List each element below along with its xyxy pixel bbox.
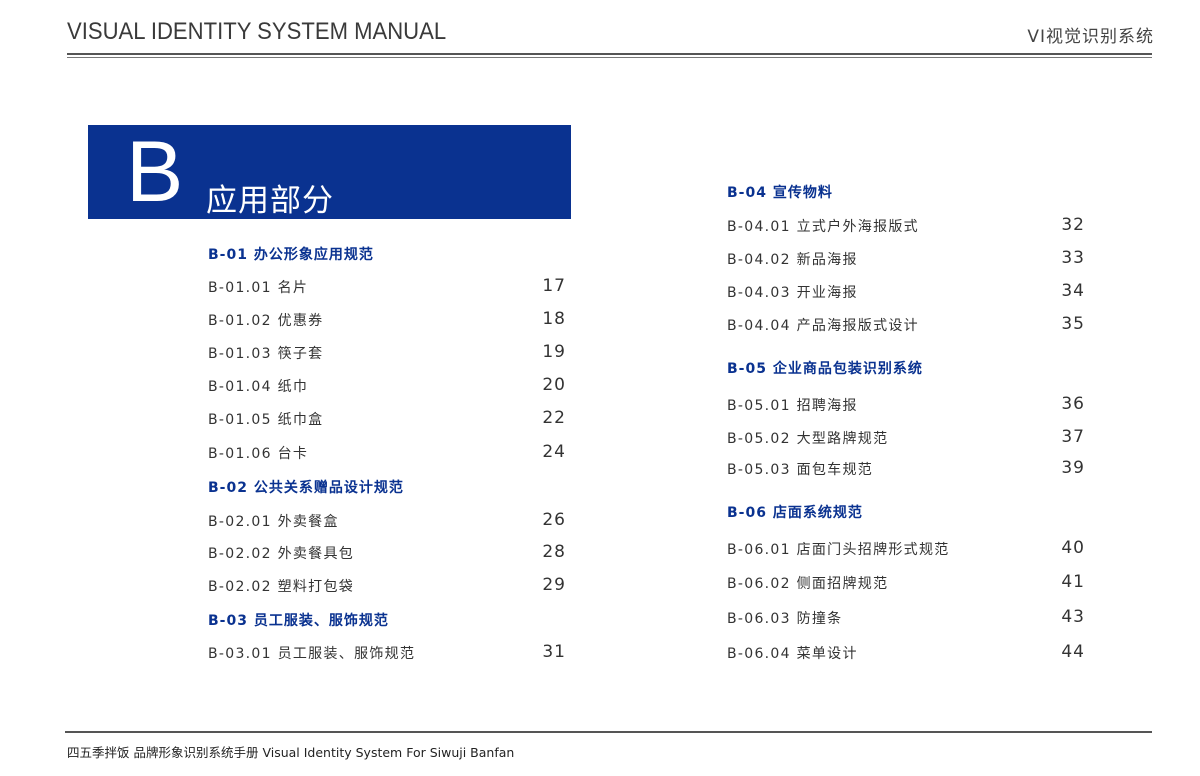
section-banner: B 应用部分 <box>88 125 571 219</box>
toc-item[interactable]: B-04.02 新品海报 <box>727 252 858 268</box>
toc-page-number: 29 <box>542 575 566 595</box>
banner-letter: B <box>126 124 184 220</box>
toc-item[interactable]: B-04.04 产品海报版式设计 <box>727 318 919 334</box>
footer-divider <box>65 731 1152 733</box>
footer-text: 四五季拌饭 品牌形象识别系统手册 Visual Identity System … <box>67 745 515 760</box>
toc-page-number: 32 <box>1061 215 1085 235</box>
toc-page-number: 17 <box>542 276 566 296</box>
toc-page-number: 20 <box>542 375 566 395</box>
section-heading[interactable]: B-06 店面系统规范 <box>727 505 863 521</box>
toc-page-number: 36 <box>1061 394 1085 414</box>
toc-item[interactable]: B-01.01 名片 <box>208 280 309 296</box>
header-right-title: VI视觉识别系统 <box>1027 27 1154 47</box>
header-divider <box>67 53 1152 55</box>
toc-page-number: 40 <box>1061 538 1085 558</box>
section-heading[interactable]: B-02 公共关系赠品设计规范 <box>208 480 404 496</box>
toc-page-number: 22 <box>542 408 566 428</box>
toc-item[interactable]: B-03.01 员工服装、服饰规范 <box>208 646 416 662</box>
toc-item[interactable]: B-05.03 面包车规范 <box>727 462 874 478</box>
toc-item[interactable]: B-01.02 优惠券 <box>208 313 324 329</box>
toc-page-number: 44 <box>1061 642 1085 662</box>
toc-page-number: 34 <box>1061 281 1085 301</box>
header-divider-thin <box>67 57 1152 58</box>
section-heading[interactable]: B-01 办公形象应用规范 <box>208 247 374 263</box>
toc-item[interactable]: B-06.04 菜单设计 <box>727 646 858 662</box>
toc-item[interactable]: B-04.01 立式户外海报版式 <box>727 219 919 235</box>
toc-item[interactable]: B-01.06 台卡 <box>208 446 309 462</box>
toc-page-number: 39 <box>1061 458 1085 478</box>
toc-page-number: 19 <box>542 342 566 362</box>
toc-item[interactable]: B-02.01 外卖餐盒 <box>208 514 339 530</box>
toc-page-number: 28 <box>542 542 566 562</box>
toc-item[interactable]: B-01.05 纸巾盒 <box>208 412 324 428</box>
toc-item[interactable]: B-01.04 纸巾 <box>208 379 309 395</box>
toc-item[interactable]: B-05.02 大型路牌规范 <box>727 431 889 447</box>
toc-item[interactable]: B-05.01 招聘海报 <box>727 398 858 414</box>
toc-page-number: 18 <box>542 309 566 329</box>
toc-page-number: 24 <box>542 442 566 462</box>
toc-page-number: 37 <box>1061 427 1085 447</box>
section-heading[interactable]: B-05 企业商品包装识别系统 <box>727 361 923 377</box>
toc-item[interactable]: B-06.01 店面门头招牌形式规范 <box>727 542 950 558</box>
toc-item[interactable]: B-02.02 外卖餐具包 <box>208 546 355 562</box>
section-heading[interactable]: B-03 员工服装、服饰规范 <box>208 613 389 629</box>
toc-item[interactable]: B-06.03 防撞条 <box>727 611 843 627</box>
toc-page-number: 33 <box>1061 248 1085 268</box>
section-heading[interactable]: B-04 宣传物料 <box>727 185 833 201</box>
toc-item[interactable]: B-01.03 筷子套 <box>208 346 324 362</box>
toc-page-number: 26 <box>542 510 566 530</box>
toc-item[interactable]: B-04.03 开业海报 <box>727 285 858 301</box>
toc-page-number: 41 <box>1061 572 1085 592</box>
toc-item[interactable]: B-02.02 塑料打包袋 <box>208 579 355 595</box>
banner-title: 应用部分 <box>206 183 334 219</box>
toc-page-number: 43 <box>1061 607 1085 627</box>
toc-page-number: 35 <box>1061 314 1085 334</box>
manual-title: VISUAL IDENTITY SYSTEM MANUAL <box>67 18 447 45</box>
toc-item[interactable]: B-06.02 侧面招牌规范 <box>727 576 889 592</box>
toc-page-number: 31 <box>542 642 566 662</box>
